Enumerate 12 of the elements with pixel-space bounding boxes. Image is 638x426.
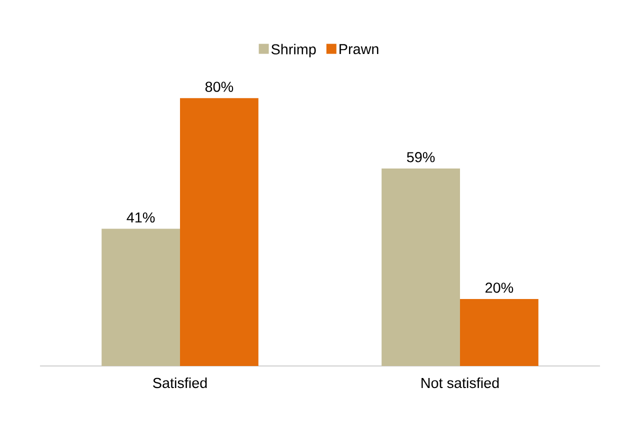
- data-label: 41%: [126, 212, 155, 223]
- bar: [102, 228, 180, 366]
- x-tick-label: Not satisfied: [422, 378, 499, 388]
- bar: [382, 168, 460, 366]
- data-label: 80%: [205, 82, 234, 92]
- legend-label: Shrimp: [271, 44, 316, 58]
- legend-label: Prawn: [340, 44, 378, 54]
- data-label: 20%: [486, 282, 514, 293]
- bar: [180, 98, 258, 366]
- x-tick-label: Satisfied: [153, 378, 207, 388]
- data-label: 59%: [406, 152, 435, 162]
- bar: [460, 299, 538, 366]
